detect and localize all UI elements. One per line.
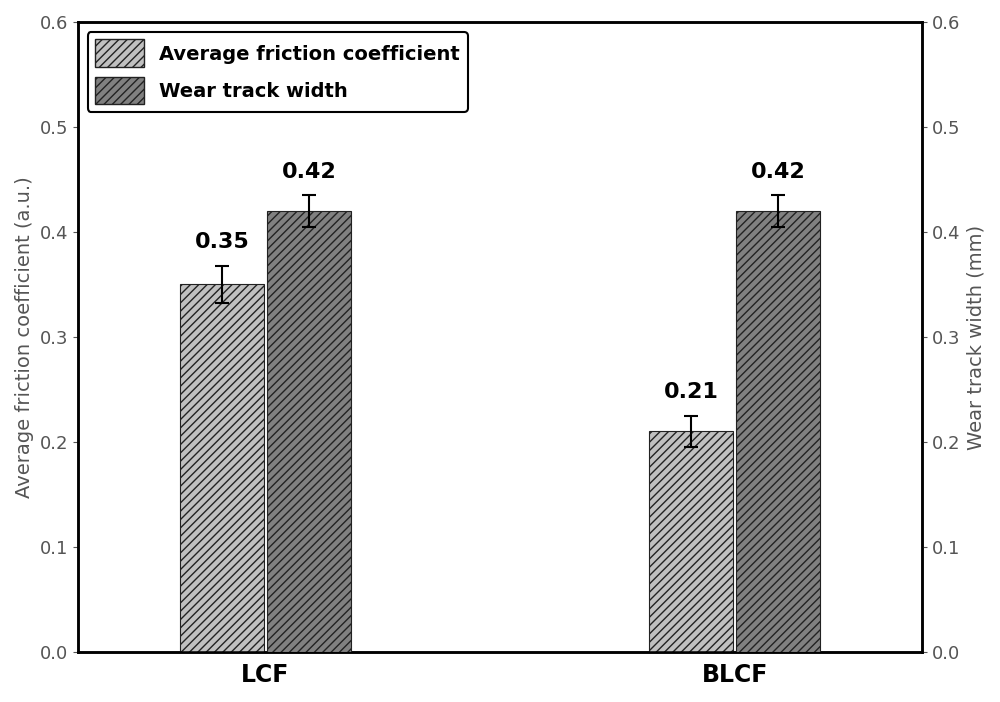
Bar [736,211,820,652]
Legend: Average friction coefficient, Wear track width: Average friction coefficient, Wear track… [88,32,468,112]
Y-axis label: Average friction coefficient (a.u.): Average friction coefficient (a.u.) [15,176,34,498]
Text: 0.42: 0.42 [751,161,805,182]
Y-axis label: Wear track width (mm): Wear track width (mm) [966,225,985,449]
Bar [267,211,351,652]
Bar [180,284,264,652]
Bar [649,432,733,652]
Text: 0.21: 0.21 [664,382,719,402]
Text: 0.35: 0.35 [195,232,249,252]
Text: 0.42: 0.42 [281,161,336,182]
